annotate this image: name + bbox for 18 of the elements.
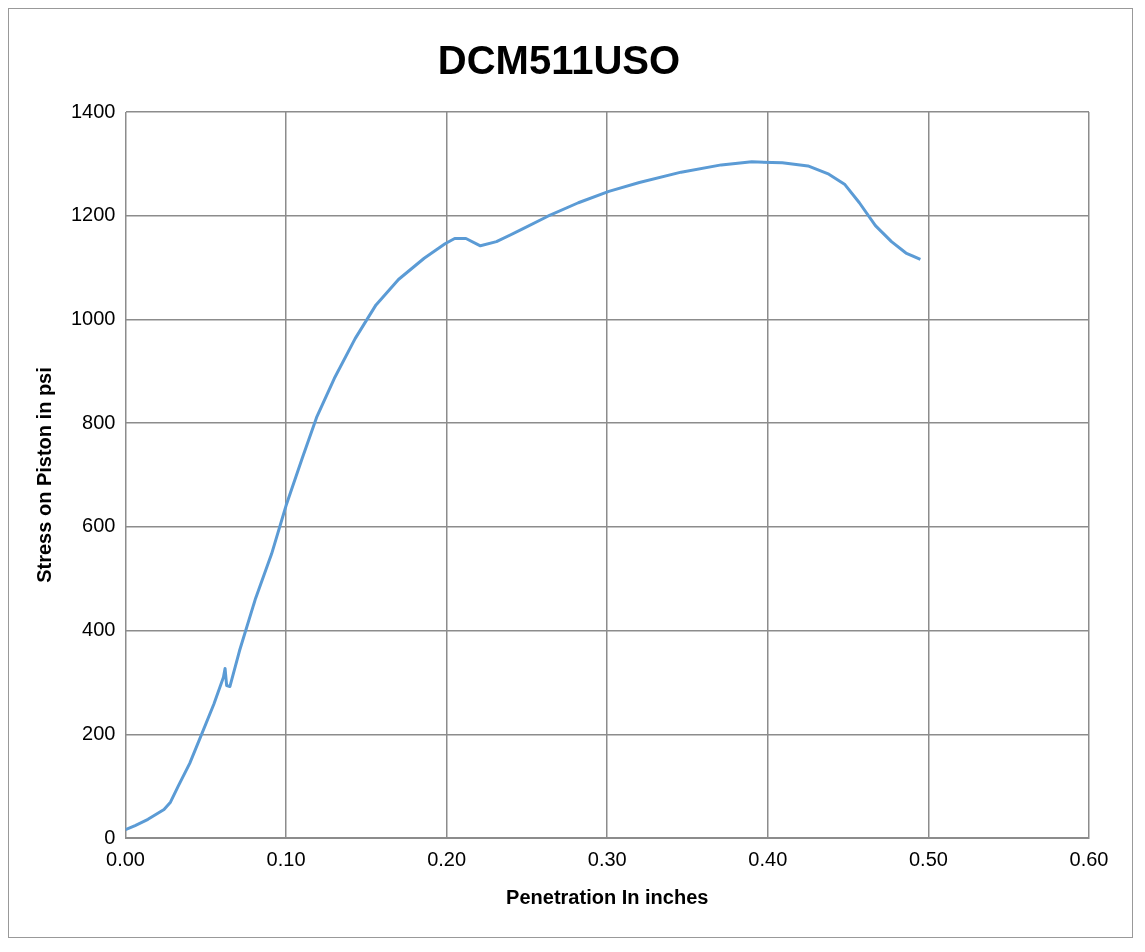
y-axis-title: Stress on Piston in psi bbox=[32, 367, 55, 583]
chart-title: DCM511USO bbox=[437, 38, 681, 83]
x-tick-label: 0.10 bbox=[266, 847, 306, 870]
y-tick-label: 1400 bbox=[70, 99, 116, 122]
x-axis-title: Penetration In inches bbox=[506, 885, 709, 908]
y-tick-label: 200 bbox=[82, 721, 116, 744]
x-tick-label: 0.20 bbox=[427, 847, 467, 870]
x-tick-label: 0.00 bbox=[106, 847, 145, 870]
y-tick-label: 1000 bbox=[70, 306, 116, 329]
x-tick-label: 0.40 bbox=[748, 847, 788, 870]
y-tick-label: 1200 bbox=[70, 203, 116, 226]
x-tick-label: 0.30 bbox=[587, 847, 627, 870]
y-tick-label: 800 bbox=[82, 410, 116, 433]
y-tick-label: 400 bbox=[82, 618, 116, 641]
y-tick-label: 600 bbox=[82, 514, 116, 537]
x-tick-label: 0.60 bbox=[1069, 847, 1109, 870]
y-tick-label: 0 bbox=[104, 825, 116, 848]
x-tick-label: 0.50 bbox=[908, 847, 948, 870]
